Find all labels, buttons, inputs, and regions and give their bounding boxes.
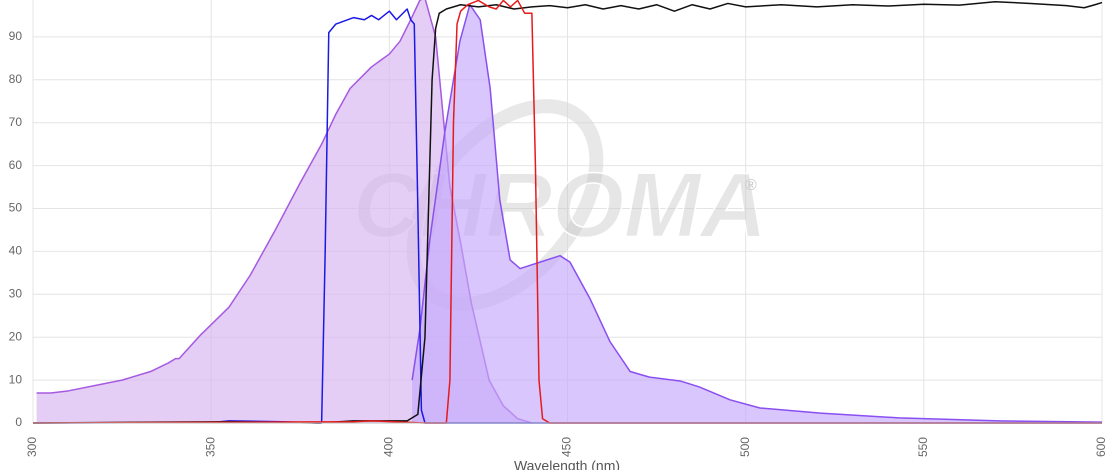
area-fill <box>36 0 532 423</box>
y-tick-label: 30 <box>9 286 23 300</box>
y-tick-label: 20 <box>9 329 23 343</box>
x-tick-label: 450 <box>560 437 574 457</box>
y-tick-label: 10 <box>9 372 23 386</box>
y-tick-label: 90 <box>9 29 23 43</box>
series-line <box>32 0 1103 424</box>
y-tick-label: 50 <box>9 201 23 215</box>
y-tick-label: 80 <box>9 72 23 86</box>
x-tick-label: 350 <box>203 437 217 457</box>
watermark-registered: ® <box>745 177 757 194</box>
plot <box>32 0 1103 424</box>
x-tick-label: 600 <box>1094 437 1108 457</box>
x-tick-label: 400 <box>382 437 396 457</box>
axes: Wavelength (nm) 0 10 20 30 40 50 60 70 80 90 300 35… <box>9 29 1109 470</box>
x-axis-label: Wavelength (nm) <box>514 458 620 470</box>
y-tick-label: 60 <box>9 158 23 172</box>
area-fill <box>412 4 1102 423</box>
y-tick-label: 0 <box>15 415 22 429</box>
y-tick-label: 40 <box>9 244 23 258</box>
x-tick-label: 550 <box>916 437 930 457</box>
x-tick-label: 500 <box>738 437 752 457</box>
series-line <box>411 3 1103 423</box>
y-tick-label: 70 <box>9 115 23 129</box>
x-tick-label: 300 <box>25 437 39 457</box>
